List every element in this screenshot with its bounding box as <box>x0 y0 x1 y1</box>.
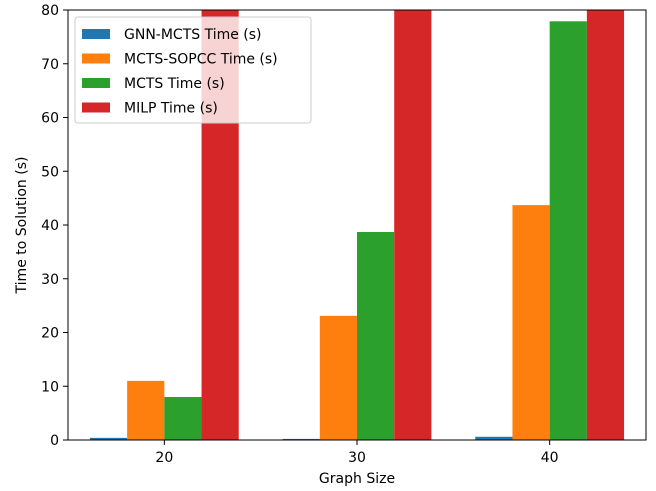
legend-label: MCTS-SOPCC Time (s) <box>124 52 278 68</box>
bar-gnn-mcts-time-s-30 <box>282 438 320 440</box>
bar-milp-time-s-40 <box>586 10 625 440</box>
y-tick-label: 70 <box>41 57 59 73</box>
y-tick-label: 10 <box>41 379 59 395</box>
legend-swatch <box>82 78 110 88</box>
x-tick-label: 20 <box>155 450 173 466</box>
y-tick-label: 20 <box>41 326 59 342</box>
y-tick-label: 40 <box>41 218 59 234</box>
bar-mcts-time-s-40 <box>549 21 587 440</box>
bar-gnn-mcts-time-s-40 <box>475 436 513 440</box>
legend-swatch <box>82 53 110 64</box>
legend-label: MCTS Time (s) <box>124 76 225 92</box>
bar-milp-time-s-30 <box>394 10 432 440</box>
legend-swatch <box>82 102 110 113</box>
x-tick-label: 40 <box>541 450 559 466</box>
legend-label: MILP Time (s) <box>124 101 218 117</box>
x-tick-label: 30 <box>348 450 366 466</box>
y-tick-label: 0 <box>50 433 59 449</box>
y-axis-title: Time to Solution (s) <box>14 157 30 295</box>
legend: GNN-MCTS Time (s) MCTS-SOPCC Time (s) MCTS… <box>74 16 312 124</box>
y-tick-label: 60 <box>41 111 59 127</box>
y-tick-label: 80 <box>41 3 59 19</box>
legend-label: GNN-MCTS Time (s) <box>124 27 262 43</box>
y-tick-label: 50 <box>41 164 59 180</box>
x-axis-title: Graph Size <box>319 471 395 487</box>
bar-mcts-sopcc-time-s-40 <box>512 205 550 440</box>
bar-mcts-time-s-20 <box>164 397 202 440</box>
y-tick-label: 30 <box>41 272 59 288</box>
axes-layer: 0 10 20 30 40 50 60 70 80 20 30 40 <box>41 3 647 466</box>
bars-layer <box>89 10 625 440</box>
legend-box <box>74 16 312 124</box>
bar-mcts-sopcc-time-s-20 <box>127 380 165 440</box>
bar-mcts-sopcc-time-s-30 <box>319 315 357 440</box>
bar-mcts-time-s-30 <box>357 231 395 440</box>
legend-swatch <box>82 29 110 39</box>
bar-gnn-mcts-time-s-20 <box>89 437 128 440</box>
